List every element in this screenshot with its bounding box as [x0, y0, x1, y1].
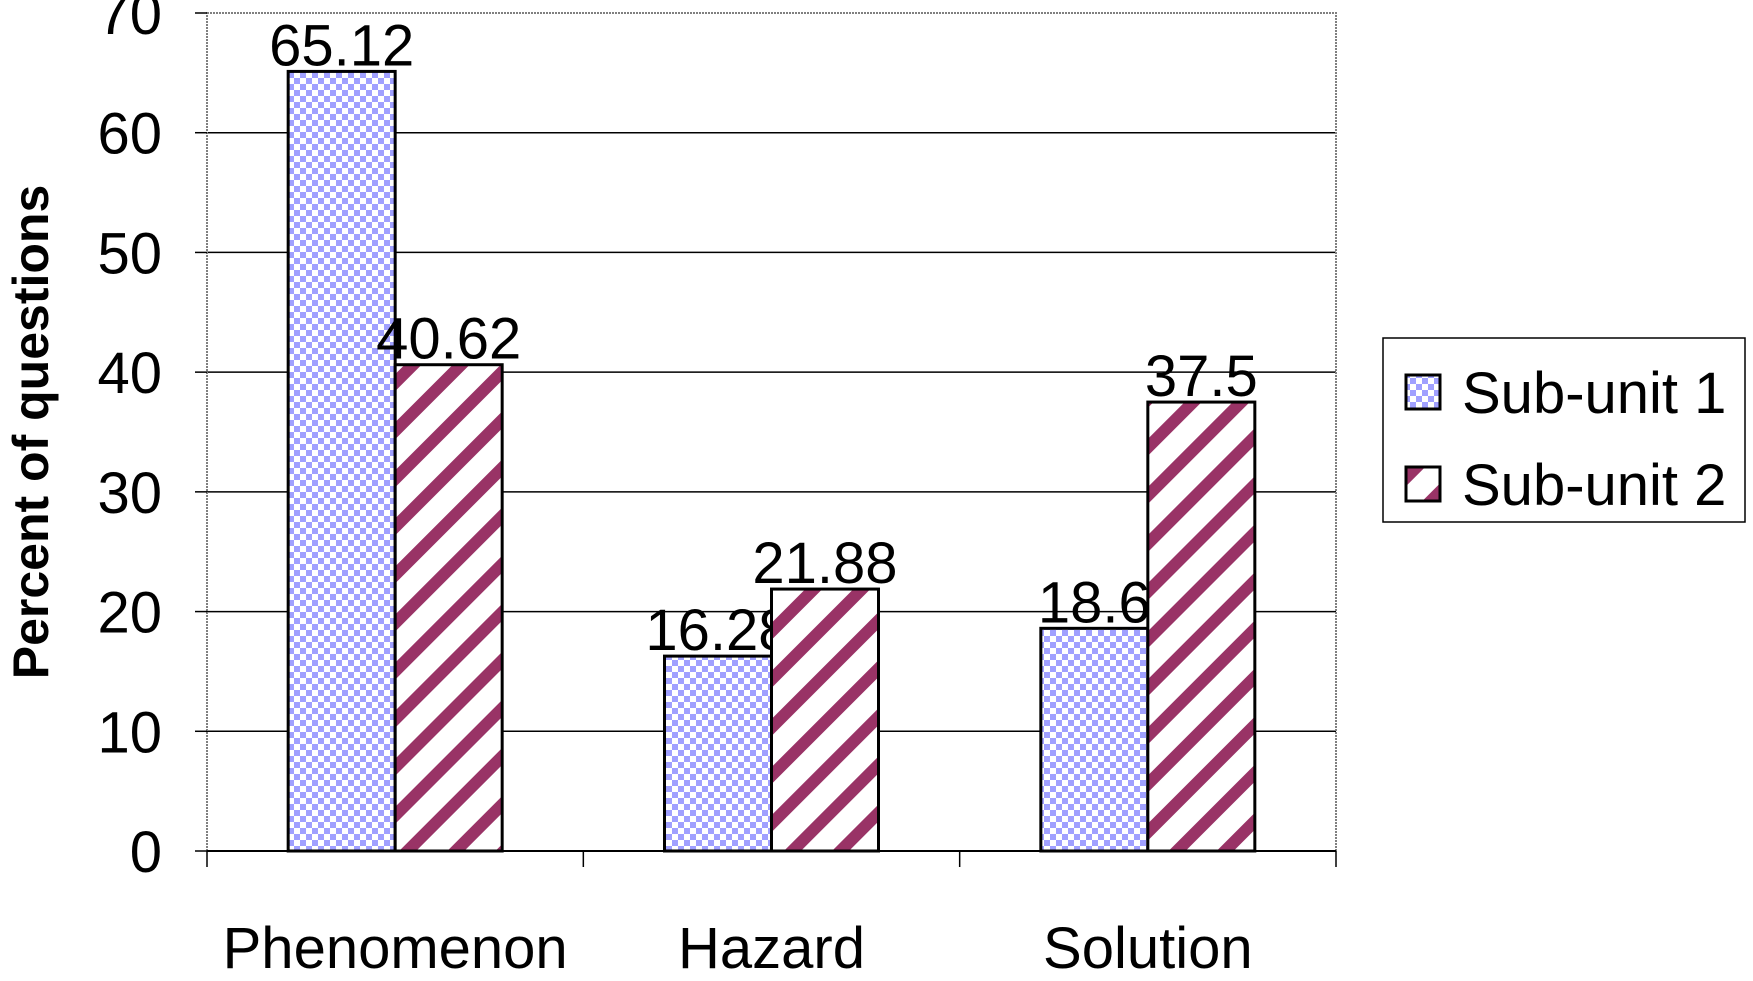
bar-sub-unit-1: [663, 654, 773, 853]
y-tick-label: 40: [97, 341, 162, 406]
legend: Sub-unit 1 Sub-unit 2: [1382, 337, 1746, 523]
y-tick-label: 0: [130, 820, 162, 885]
y-tick-label: 50: [97, 221, 162, 286]
y-tick-label: 60: [97, 102, 162, 167]
x-tick-label: Hazard: [678, 916, 865, 976]
y-tick-label: 70: [97, 0, 162, 47]
data-label: 18.6: [1038, 570, 1151, 635]
y-tick-label: 30: [97, 461, 162, 526]
legend-frame: [1382, 337, 1746, 523]
data-label: 37.5: [1145, 344, 1258, 409]
y-tick-label: 10: [97, 700, 162, 765]
bar-sub-unit-2: [770, 587, 880, 853]
x-tick-label: Phenomenon: [223, 916, 568, 976]
legend-label: Sub-unit 2: [1462, 453, 1726, 518]
legend-swatch: [1404, 373, 1442, 411]
x-tick-label: Solution: [1043, 916, 1253, 976]
data-label: 16.28: [645, 598, 790, 663]
bar-sub-unit-2: [393, 363, 504, 853]
data-label: 21.88: [752, 531, 897, 596]
bar-sub-unit-1: [286, 69, 397, 853]
data-label: 40.62: [376, 307, 521, 372]
bar-sub-unit-1: [1039, 626, 1150, 853]
y-tick-label: 20: [97, 581, 162, 646]
bar-sub-unit-2: [1146, 400, 1257, 853]
y-axis-title: Percent of questions: [3, 185, 59, 680]
data-label: 65.12: [269, 13, 414, 78]
legend-label: Sub-unit 1: [1462, 361, 1726, 426]
legend-swatch: [1404, 465, 1442, 503]
plot-area-frame: [206, 12, 1337, 852]
